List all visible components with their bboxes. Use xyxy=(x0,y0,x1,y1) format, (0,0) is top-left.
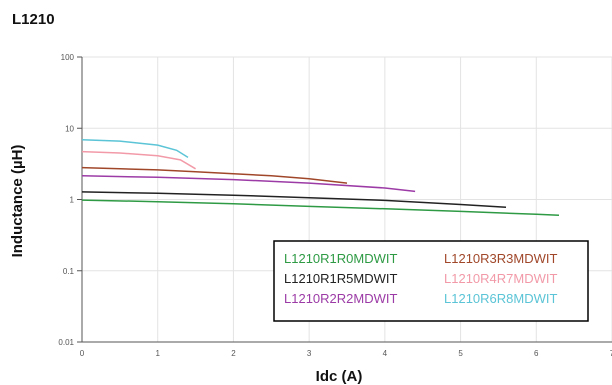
axes: 0 1 2 3 4 5 6 7 0.01 0.1 1 10 100 xyxy=(58,53,612,358)
legend-entry: L1210R1R0MDWIT xyxy=(284,251,397,266)
legend-entry: L1210R2R2MDWIT xyxy=(284,291,397,306)
y-tick-label: 100 xyxy=(61,53,75,62)
y-axis-label: Inductance (µH) xyxy=(9,145,26,258)
series-line-l1210r3r3mdwit xyxy=(81,166,348,184)
y-tick-label: 0.1 xyxy=(63,267,75,276)
y-tick-label: 1 xyxy=(70,196,75,205)
legend-entry: L1210R3R3MDWIT xyxy=(444,251,557,266)
y-tick-label: 10 xyxy=(65,124,74,133)
series-lines xyxy=(81,138,560,217)
chart-title: L1210 xyxy=(12,11,55,28)
series-line-l1210r2r2mdwit xyxy=(81,175,416,193)
x-tick-label: 1 xyxy=(155,349,160,358)
legend-box xyxy=(273,240,589,322)
x-tick-label: 3 xyxy=(307,349,312,358)
series-line-l1210r1r5mdwit xyxy=(81,191,507,208)
series-line-l1210r4r7mdwit xyxy=(81,150,196,170)
x-axis-label: Idc (A) xyxy=(316,368,363,385)
series-line-l1210r6r8mdwit xyxy=(81,138,189,159)
x-tick-label: 0 xyxy=(80,349,85,358)
legend-entry: L1210R1R5MDWIT xyxy=(284,271,397,286)
x-tick-label: 6 xyxy=(534,349,539,358)
y-tick-label: 0.01 xyxy=(58,338,74,347)
legend-entry: L1210R6R8MDWIT xyxy=(444,291,557,306)
x-tick-label: 7 xyxy=(610,349,612,358)
legend: L1210R1R0MDWIT L1210R3R3MDWIT L1210R1R5MDW… xyxy=(273,240,589,322)
legend-entry: L1210R4R7MDWIT xyxy=(444,271,557,286)
x-tick-label: 5 xyxy=(458,349,463,358)
x-tick-label: 4 xyxy=(383,349,388,358)
x-tick-label: 2 xyxy=(231,349,236,358)
series-line-l1210r1r0mdwit xyxy=(81,199,560,217)
